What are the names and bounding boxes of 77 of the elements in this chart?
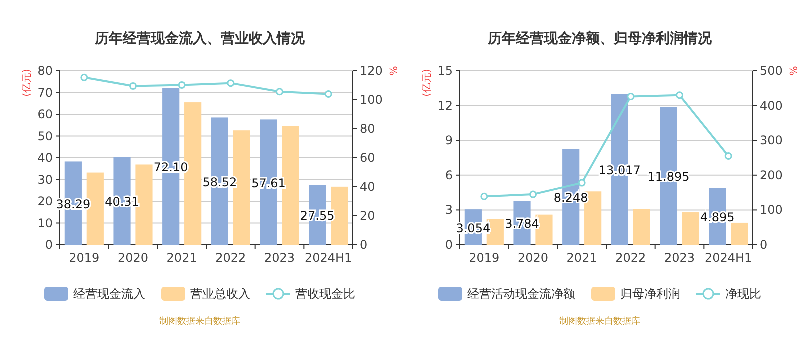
y-tick-label: 3: [445, 203, 453, 218]
data-label: 40.31: [105, 195, 140, 210]
x-tick-label: 2023: [664, 251, 696, 265]
bar: [731, 222, 748, 245]
x-tick-label: 2020: [518, 251, 549, 265]
data-label: 8.248: [554, 191, 588, 206]
data-label: 72.10: [154, 160, 188, 175]
y-tick-label: 50: [38, 129, 53, 144]
x-tick-label: 2021: [166, 251, 198, 265]
chart-title: 历年经营现金流入、营业收入情况: [94, 30, 306, 47]
y-tick-label: 60: [38, 108, 53, 122]
legend-label: 归母净利润: [620, 287, 680, 301]
bar: [633, 209, 650, 245]
text: 制图数据来自数据库: [560, 316, 640, 327]
y-tick-label: 12: [438, 98, 453, 113]
y2-axis-title: %: [787, 66, 798, 76]
legend-label: 净现比: [726, 287, 762, 301]
point: [276, 88, 284, 96]
y-tick-label: 9: [445, 134, 453, 148]
point: [530, 190, 537, 198]
x-tick-label: 2022: [616, 251, 646, 265]
x-tick-label: 2020: [118, 251, 149, 265]
point: [724, 152, 732, 160]
x-tick-label: 2023: [264, 251, 296, 265]
y2-tick-label: 400: [760, 98, 783, 113]
point: [178, 81, 186, 89]
point: [627, 93, 635, 100]
x-tick-label: 2019: [469, 251, 500, 265]
y2-tick-label: 100: [360, 93, 383, 107]
y-tick-label: 0: [445, 238, 453, 252]
point: [80, 74, 88, 82]
y-tick-label: 20: [38, 194, 53, 208]
y-axis-title: (亿元): [22, 69, 33, 97]
data-label: 4.895: [700, 210, 735, 225]
y-tick-label: 40: [38, 151, 53, 165]
text: 制图数据来自数据库: [160, 316, 240, 327]
y-tick-label: 30: [38, 172, 53, 187]
x-tick-label: 2021: [566, 251, 598, 265]
y2-tick-label: 120: [360, 64, 383, 78]
data-label: 27.55: [300, 209, 335, 224]
y-axis-title: (亿元): [422, 69, 433, 97]
y-tick-label: 6: [445, 168, 453, 182]
legend-label: 经营活动现金流净额: [468, 287, 576, 301]
y-tick-label: 70: [38, 86, 53, 100]
legend-label: 营业总收入: [190, 287, 250, 301]
y2-tick-label: 200: [760, 168, 783, 182]
point: [480, 192, 488, 200]
x-tick-label: 2022: [216, 251, 246, 265]
y2-tick-label: 0: [760, 238, 768, 252]
point: [227, 80, 235, 88]
x-tick-label: 2019: [69, 251, 100, 265]
y2-tick-label: 500: [760, 64, 783, 78]
legend-label: 营收现金比: [296, 287, 356, 301]
y2-tick-label: 20: [360, 209, 376, 223]
x-tick-label: 2024H1: [304, 251, 352, 265]
y2-tick-label: 300: [760, 134, 783, 148]
data-label: 3.784: [505, 217, 540, 232]
y-tick-label: 0: [45, 238, 53, 252]
point: [578, 179, 586, 187]
x-tick-label: 2024H1: [704, 251, 752, 265]
y2-tick-label: 60: [360, 151, 376, 165]
y2-tick-label: 100: [760, 203, 783, 218]
legend-label: 经营现金流入: [74, 287, 146, 301]
y-tick-label: 80: [38, 64, 53, 78]
data-label: 11.895: [648, 170, 690, 184]
y2-tick-label: 40: [360, 180, 376, 194]
y-tick-label: 10: [38, 216, 53, 230]
point: [676, 92, 684, 100]
point: [324, 90, 332, 98]
y2-tick-label: 0: [360, 238, 368, 252]
bar: [682, 212, 700, 245]
data-label: 13.017: [598, 164, 641, 178]
point: [130, 82, 137, 90]
y-tick-label: 15: [438, 64, 453, 78]
y2-axis-title: %: [387, 66, 398, 76]
chart-title: 历年经营现金净额、归母净利润情况: [487, 30, 713, 47]
y2-tick-label: 80: [360, 122, 376, 136]
